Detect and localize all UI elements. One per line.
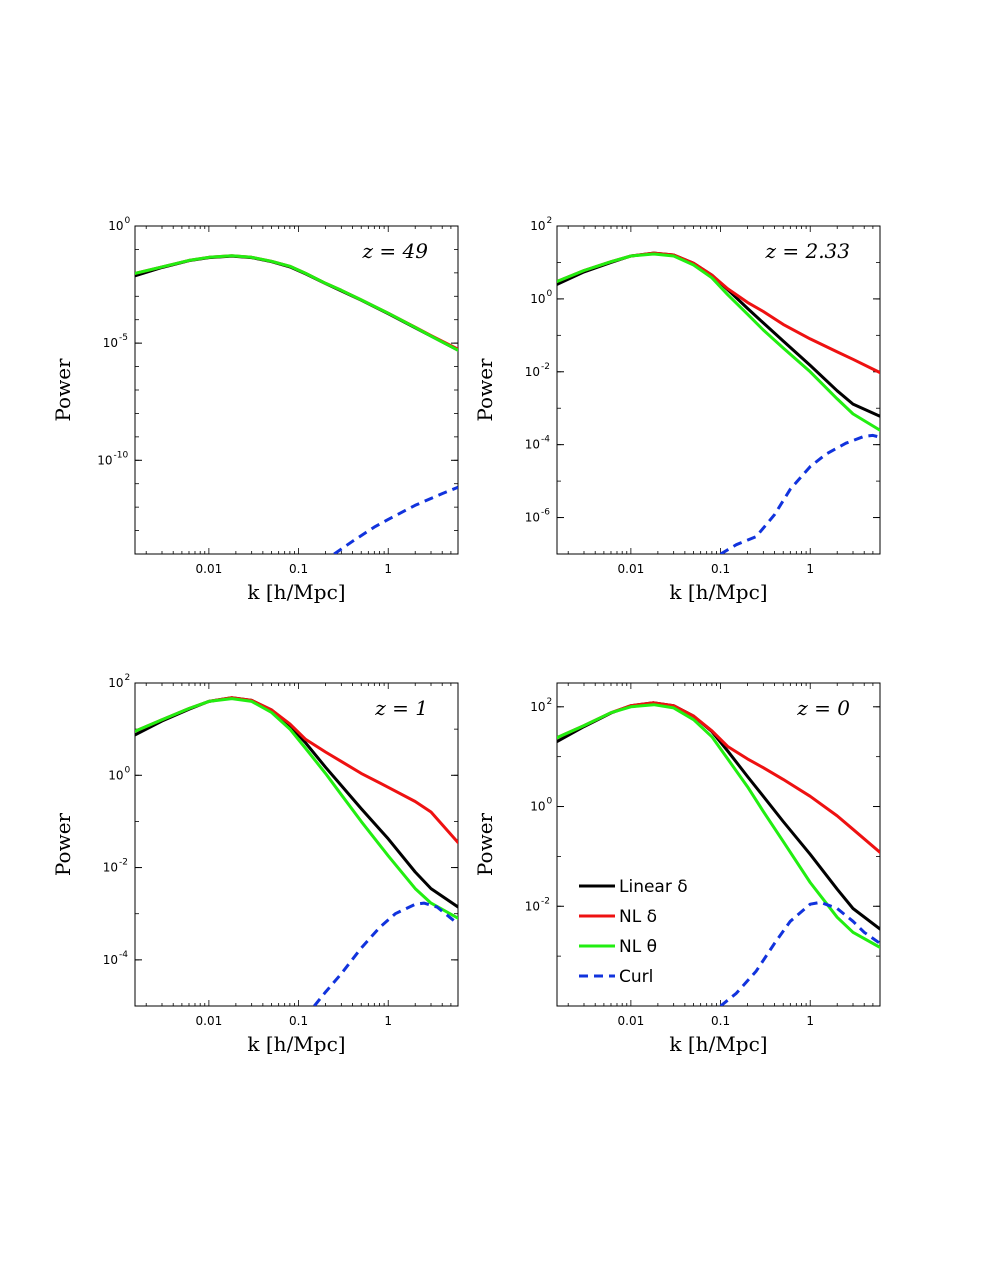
y-axis-label: Power [473,812,497,876]
y-tick-exponent: -4 [119,950,128,960]
plot-frame [556,225,881,555]
y-tick-label: 10 [530,292,545,306]
y-tick-exponent: -2 [541,362,550,372]
y-tick-label: 10 [530,800,545,814]
x-axis-label: k [h/Mpc] [669,580,767,604]
x-tick-label: 0.1 [711,1014,730,1028]
legend: Linear δ NL δ NL θ Curl [579,877,688,987]
x-tick-label: 1 [806,1014,814,1028]
y-tick-label: 10 [525,365,540,379]
y-tick-label: 10 [525,899,540,913]
y-tick-exponent: 0 [125,765,131,775]
redshift-label: z = 1 [374,696,428,720]
series-group [557,251,880,554]
series-nl [557,701,880,854]
series-curl [719,433,880,554]
x-tick-label: 1 [384,562,392,576]
y-tick-exponent: 0 [125,216,131,226]
series-group [135,254,458,554]
y-tick-exponent: 2 [125,673,131,683]
y-tick-exponent: 0 [547,797,553,807]
x-axis-label: k [h/Mpc] [669,1032,767,1056]
y-tick-exponent: -4 [541,435,550,445]
series-nl [135,254,458,352]
plot-frame [556,682,881,1007]
y-tick-label: 10 [108,768,123,782]
series-nl [135,697,458,920]
y-tick-label: 10 [525,438,540,452]
y-tick-exponent: -6 [541,508,550,518]
y-tick-label: 10 [530,700,545,714]
x-tick-label: 0.1 [711,562,730,576]
plot-frame [134,225,459,555]
series-curl [313,901,458,1006]
x-axis-label: k [h/Mpc] [247,580,345,604]
x-axis-label: k [h/Mpc] [247,1032,345,1056]
legend-label: NL δ [619,907,657,927]
x-tick-label: 0.1 [289,562,308,576]
redshift-label: z = 49 [362,239,429,263]
y-tick-label: 10 [103,953,118,967]
y-tick-label: 10 [108,219,123,233]
y-tick-exponent: 2 [547,697,553,707]
y-tick-label: 10 [97,453,112,467]
y-tick-label: 10 [530,219,545,233]
series-nl [557,252,880,432]
legend-label: Curl [619,967,653,987]
x-tick-label: 0.01 [196,1014,223,1028]
redshift-label: z = 2.33 [764,239,850,263]
y-tick-exponent: -10 [114,450,129,460]
series-group [557,701,880,1006]
series-curl [333,485,458,554]
series-nl [557,703,880,949]
y-axis-label: Power [473,358,497,422]
series-nl [557,251,880,375]
redshift-label: z = 0 [796,696,850,720]
y-tick-exponent: -2 [119,858,128,868]
x-tick-label: 0.01 [618,1014,645,1028]
y-tick-exponent: -2 [541,896,550,906]
legend-label: NL θ [619,937,657,957]
y-tick-exponent: 0 [547,289,553,299]
x-tick-label: 0.01 [196,562,223,576]
legend-label: Linear δ [619,877,688,897]
series-curl [719,900,880,1006]
x-tick-label: 0.01 [618,562,645,576]
y-tick-label: 10 [108,676,123,690]
x-tick-label: 1 [384,1014,392,1028]
x-tick-label: 0.1 [289,1014,308,1028]
x-tick-label: 1 [806,562,814,576]
y-tick-exponent: 2 [547,216,553,226]
y-tick-label: 10 [103,336,118,350]
y-tick-label: 10 [525,511,540,525]
y-axis-label: Power [51,358,75,422]
y-tick-exponent: -5 [119,333,128,343]
y-tick-label: 10 [103,861,118,875]
plot-frame [134,682,459,1007]
series-group [135,696,458,1006]
y-axis-label: Power [51,812,75,876]
